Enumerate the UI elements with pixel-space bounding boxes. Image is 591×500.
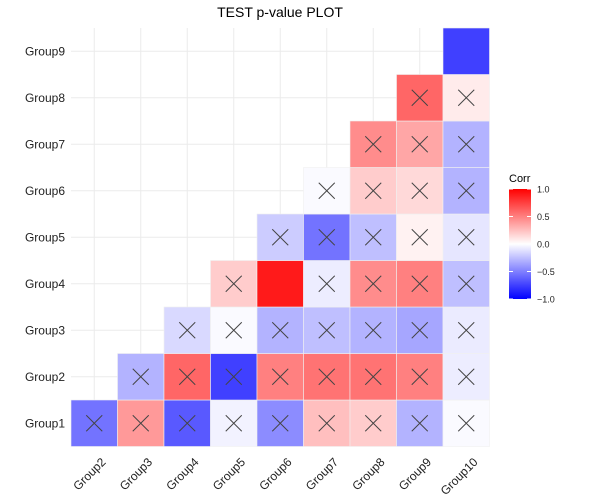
- heatmap-cell-group4-group6: [256, 260, 304, 308]
- y-tick-label-group5: Group5: [25, 230, 65, 244]
- heatmap-cell-group9-group10: [442, 27, 490, 75]
- x-tick-label-group8: Group8: [349, 455, 387, 493]
- x-axis-labels: Group2 Group3 Group4 Group5 Group6 Group7 Grou…: [70, 455, 480, 498]
- x-icon: [457, 368, 475, 386]
- x-icon: [132, 414, 150, 432]
- x-icon: [225, 414, 243, 432]
- chart-title: TEST p-value PLOT: [217, 4, 343, 20]
- x-icon: [411, 135, 429, 153]
- cross-markers: [85, 89, 475, 432]
- x-tick-label-group10: Group10: [438, 455, 481, 498]
- y-tick-label-group7: Group7: [25, 137, 65, 151]
- x-icon: [318, 321, 336, 339]
- x-icon: [178, 414, 196, 432]
- x-icon: [411, 182, 429, 200]
- x-tick-label-group3: Group3: [117, 455, 155, 493]
- x-icon: [225, 368, 243, 386]
- x-icon: [457, 321, 475, 339]
- x-icon: [457, 135, 475, 153]
- legend-tick-label: −1.0: [537, 295, 555, 305]
- y-tick-label-group1: Group1: [25, 416, 65, 430]
- x-icon: [318, 228, 336, 246]
- y-tick-label-group9: Group9: [25, 44, 65, 58]
- x-icon: [318, 275, 336, 293]
- x-icon: [411, 89, 429, 107]
- x-icon: [411, 228, 429, 246]
- x-icon: [364, 182, 382, 200]
- x-icon: [364, 321, 382, 339]
- y-axis-labels: Group1 Group2 Group3 Group4 Group5 Group6 Grou…: [25, 44, 65, 430]
- x-tick-label-group4: Group4: [163, 455, 201, 493]
- legend-ticks: 1.0 0.5 0.0 −0.5 −1.0: [509, 185, 555, 305]
- x-icon: [271, 368, 289, 386]
- x-icon: [457, 182, 475, 200]
- x-icon: [271, 321, 289, 339]
- x-tick-label-group2: Group2: [70, 455, 108, 493]
- y-tick-label-group4: Group4: [25, 277, 65, 291]
- x-icon: [411, 414, 429, 432]
- x-icon: [178, 321, 196, 339]
- x-tick-label-group6: Group6: [256, 455, 294, 493]
- x-icon: [132, 368, 150, 386]
- x-icon: [411, 275, 429, 293]
- x-icon: [364, 275, 382, 293]
- x-icon: [364, 368, 382, 386]
- x-icon: [364, 414, 382, 432]
- y-tick-label-group8: Group8: [25, 91, 65, 105]
- legend-colorbar: [509, 189, 531, 299]
- x-icon: [457, 275, 475, 293]
- legend-tick-label: 0.5: [537, 212, 550, 222]
- x-icon: [364, 228, 382, 246]
- x-icon: [411, 368, 429, 386]
- legend-title: Corr: [509, 173, 531, 185]
- x-icon: [225, 275, 243, 293]
- legend-tick-label: 0.0: [537, 240, 550, 250]
- x-icon: [364, 135, 382, 153]
- x-icon: [85, 414, 103, 432]
- legend-tick-label: −0.5: [537, 267, 555, 277]
- y-tick-label-group2: Group2: [25, 370, 65, 384]
- heatmap-cell-group3-group6: [256, 306, 304, 354]
- x-icon: [318, 368, 336, 386]
- y-tick-label-group6: Group6: [25, 184, 65, 198]
- x-tick-label-group9: Group9: [396, 455, 434, 493]
- x-icon: [178, 368, 196, 386]
- x-icon: [318, 182, 336, 200]
- x-icon: [271, 414, 289, 432]
- x-icon: [457, 89, 475, 107]
- legend-tick-label: 1.0: [537, 185, 550, 195]
- x-icon: [411, 321, 429, 339]
- y-tick-label-group3: Group3: [25, 323, 65, 337]
- x-icon: [457, 228, 475, 246]
- x-icon: [318, 414, 336, 432]
- x-icon: [225, 321, 243, 339]
- x-icon: [457, 414, 475, 432]
- x-tick-label-group5: Group5: [210, 455, 248, 493]
- legend: Corr 1.0 0.5 0.0 −0.5 −1.0: [509, 173, 555, 305]
- x-tick-label-group7: Group7: [303, 455, 341, 493]
- x-icon: [271, 228, 289, 246]
